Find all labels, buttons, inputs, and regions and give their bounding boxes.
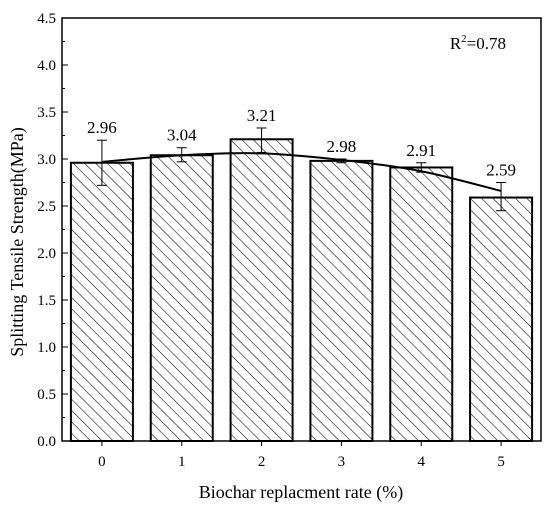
y-axis-title: Splitting Tensile Strength(MPa) [7, 127, 28, 356]
r-squared-annotation: R2=0.78 [450, 33, 506, 53]
x-tick-label: 4 [418, 454, 426, 470]
x-tick-label: 3 [338, 454, 346, 470]
data-label-3: 2.98 [327, 137, 357, 156]
bar-1 [149, 154, 214, 443]
y-tick-label: 4.0 [37, 58, 56, 74]
y-tick-label: 0.5 [37, 387, 56, 403]
data-labels: 2.96 3.04 3.21 2.98 2.91 2.59 [87, 106, 516, 180]
r-squared-base: R [450, 34, 462, 53]
x-tick-label: 1 [178, 454, 186, 470]
data-label-4: 2.91 [406, 141, 436, 160]
data-label-2: 3.21 [247, 106, 277, 125]
y-tick-label: 3.5 [37, 105, 56, 121]
y-tick-label: 2.5 [37, 199, 56, 215]
y-tick-label: 1.5 [37, 293, 56, 309]
r-squared-value: =0.78 [467, 34, 506, 53]
y-tick-label: 3.0 [37, 152, 56, 168]
x-axis-title: Biochar replacment rate (%) [199, 482, 403, 503]
bar-0 [69, 161, 134, 442]
bars [69, 138, 534, 443]
y-tick-label: 0.0 [37, 434, 56, 450]
trendline [101, 152, 502, 192]
axes: 0.0 0.5 1.0 1.5 2.0 2.5 3.0 3.5 4.0 4.5 0 1 2 3 4 5 [37, 11, 542, 470]
y-tick-label: 1.0 [37, 340, 56, 356]
trendline-curve [101, 152, 502, 192]
bar-3 [309, 159, 374, 442]
data-label-5: 2.59 [486, 161, 516, 180]
data-label-1: 3.04 [167, 126, 197, 145]
x-tick-label: 2 [258, 454, 266, 470]
data-label-0: 2.96 [87, 118, 117, 137]
r-squared-superscript: 2 [461, 33, 467, 45]
error-bar-5 [496, 182, 507, 212]
bar-4 [389, 166, 454, 443]
bar-5 [469, 196, 534, 442]
error-bar-0 [96, 139, 107, 186]
y-tick-label: 2.0 [37, 246, 56, 262]
x-tick-label: 5 [497, 454, 505, 470]
y-tick-label: 4.5 [37, 11, 56, 27]
x-tick-label: 0 [98, 454, 106, 470]
bar-2 [229, 138, 294, 442]
